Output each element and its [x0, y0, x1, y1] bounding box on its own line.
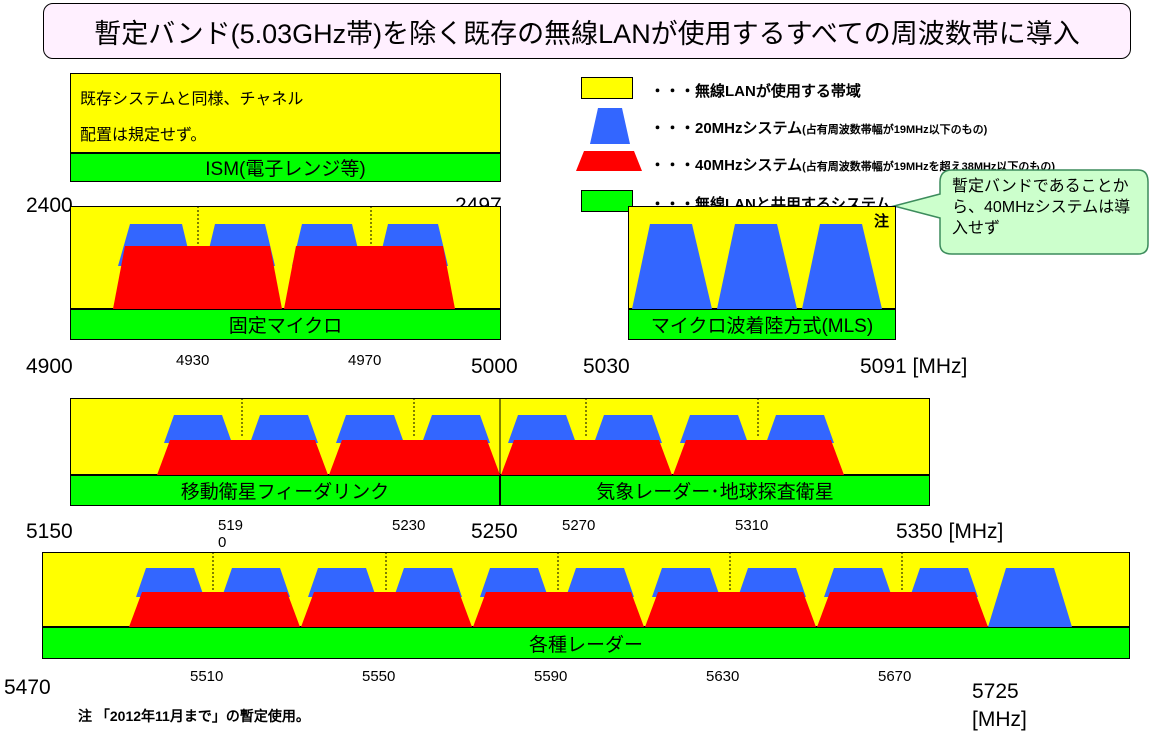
channel-20mhz	[480, 568, 548, 597]
band-5150-shared-label-right: 気象レーダー･地球探査衛星	[596, 482, 834, 503]
band-5150-shared-system-left: 移動衛星フィーダリンク	[70, 475, 500, 506]
legend-20mhz-sub: (占有周波数帯幅が19MHz以下のもの)	[802, 124, 988, 136]
freq-5000: 5000	[471, 355, 518, 378]
channel-20mhz	[766, 415, 834, 443]
channel-20mhz	[308, 568, 376, 597]
band-5470-shared-system: 各種レーダー	[42, 627, 1130, 659]
channel-40mhz	[501, 440, 672, 475]
channel-40mhz	[817, 592, 988, 627]
channel-40mhz	[157, 440, 328, 475]
channel-40mhz	[645, 592, 816, 627]
legend-swatch-40mhz	[576, 151, 642, 171]
freq-unit-mhz: [MHz]	[972, 708, 1027, 731]
band-5150-channels	[157, 398, 844, 475]
freq-4930: 4930	[176, 352, 210, 369]
channel-20mhz	[652, 568, 720, 597]
legend-20mhz: ・・・20MHzシステム(占有周波数帯幅が19MHz以下のもの)	[650, 117, 987, 138]
freq-5310: 5310	[735, 517, 769, 534]
band-2400-wlan-area	[70, 73, 501, 153]
channel-20mhz	[566, 568, 634, 597]
band-5030-channels	[632, 224, 882, 309]
channel-20mhz	[422, 415, 490, 443]
channel-20mhz	[164, 415, 232, 443]
freq-5030: 5030	[583, 355, 630, 378]
band-5150-shared-label-left: 移動衛星フィーダリンク	[180, 482, 390, 503]
freq-5470: 5470	[4, 676, 51, 699]
freq-5550: 5550	[362, 668, 396, 685]
band-4900-shared-system: 固定マイクロ	[70, 309, 501, 340]
channel-20mhz	[222, 568, 290, 597]
band-2400-note-line1: 既存システムと同様、チャネル	[80, 91, 304, 108]
channel-20mhz	[910, 568, 978, 597]
freq-4900: 4900	[26, 355, 73, 378]
channel-20mhz	[394, 568, 462, 597]
callout-bubble	[891, 169, 1149, 255]
legend-20mhz-label: ・・・20MHzシステム	[650, 120, 803, 137]
channel-20mhz	[717, 224, 797, 309]
band-5030-shared-label: マイクロ波着陸方式(MLS)	[650, 316, 874, 337]
freq-5670: 5670	[878, 668, 912, 685]
legend-swatch-wlan	[581, 77, 633, 99]
channel-20mhz	[988, 568, 1072, 627]
freq-5350: 5350 [MHz]	[896, 520, 1004, 543]
legend-40mhz-label: ・・・40MHzシステム	[650, 157, 803, 174]
channel-20mhz	[680, 415, 748, 443]
freq-5250: 5250	[471, 520, 518, 543]
band-5030-shared-system: マイクロ波着陸方式(MLS)	[628, 309, 896, 340]
legend-wlan: ・・・無線LANが使用する帯域	[650, 83, 861, 100]
channel-20mhz	[336, 415, 404, 443]
channel-40mhz	[129, 592, 300, 627]
freq-5230: 5230	[392, 517, 426, 534]
freq-5190: 519 0	[218, 517, 244, 551]
title-text: 暫定バンド(5.03GHz帯)を除く既存の無線LANが使用するすべての周波数帯に…	[94, 18, 1080, 49]
channel-20mhz	[508, 415, 576, 443]
legend-swatch-shared	[581, 190, 633, 212]
channel-20mhz	[824, 568, 892, 597]
band-2400-shared-label: ISM(電子レンジ等)	[205, 159, 366, 180]
band-4900-channels	[113, 206, 455, 309]
freq-5150: 5150	[26, 520, 73, 543]
channel-20mhz	[738, 568, 806, 597]
band-2400-shared-system: ISM(電子レンジ等)	[70, 153, 501, 182]
band-5470-channels	[129, 552, 1072, 627]
freq-4970: 4970	[348, 352, 382, 369]
band-4900-shared-label: 固定マイクロ	[228, 316, 343, 337]
callout-text: 暫定バンドであることから、40MHzシステムは導入せず	[952, 178, 1131, 237]
channel-40mhz	[329, 440, 500, 475]
freq-2400: 2400	[26, 194, 73, 217]
channel-40mhz	[673, 440, 844, 475]
band-5470-shared-label: 各種レーダー	[528, 634, 643, 656]
freq-5510: 5510	[190, 668, 224, 685]
channel-20mhz	[802, 224, 882, 309]
channel-20mhz	[136, 568, 204, 597]
channel-40mhz	[473, 592, 644, 627]
freq-5091: 5091 [MHz]	[860, 355, 968, 378]
channel-20mhz	[594, 415, 662, 443]
band-2400-note-line2: 配置は規定せず。	[80, 127, 207, 144]
freq-5590: 5590	[534, 668, 568, 685]
footnote: 注 「2012年11月まで」の暫定使用。	[78, 708, 310, 724]
channel-40mhz	[284, 246, 455, 309]
channel-20mhz	[632, 224, 712, 309]
freq-5270: 5270	[562, 517, 596, 534]
legend-swatch-20mhz	[590, 108, 630, 144]
band-5150-shared-system-right: 気象レーダー･地球探査衛星	[500, 475, 930, 506]
freq-5630: 5630	[706, 668, 740, 685]
note-mark: 注	[874, 213, 890, 230]
page-title: 暫定バンド(5.03GHz帯)を除く既存の無線LANが使用するすべての周波数帯に…	[43, 3, 1131, 59]
channel-40mhz	[301, 592, 472, 627]
channel-20mhz	[250, 415, 318, 443]
channel-40mhz	[113, 246, 282, 309]
freq-5725: 5725	[972, 680, 1019, 703]
